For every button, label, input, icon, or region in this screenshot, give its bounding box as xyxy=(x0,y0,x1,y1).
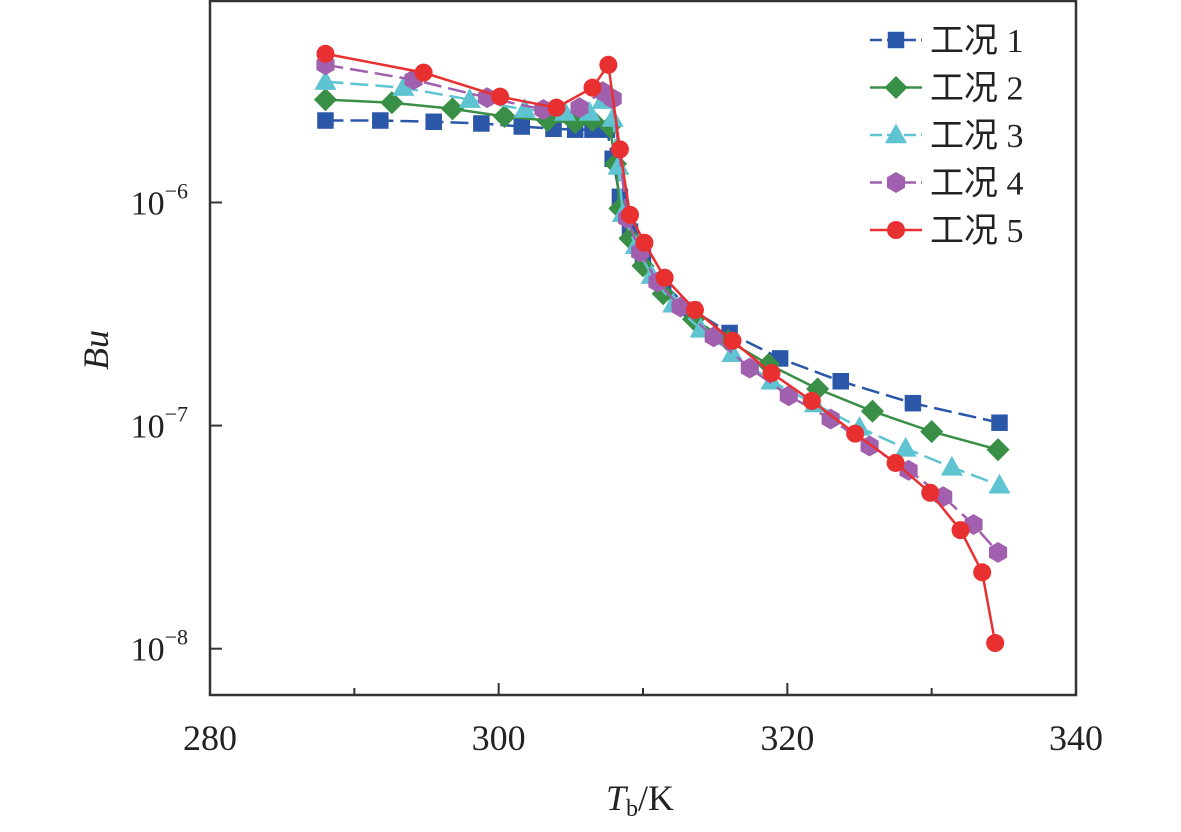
data-point-diamond xyxy=(986,438,1010,462)
x-axis-label-sub: b xyxy=(626,796,638,822)
legend-label: 工况 2 xyxy=(930,71,1024,108)
data-point-circle xyxy=(620,205,640,224)
data-point-circle xyxy=(762,364,781,383)
data-point-circle xyxy=(655,268,674,287)
data-point-diamond xyxy=(920,420,944,444)
legend-item: 工况 1 xyxy=(870,23,1024,60)
data-point-circle xyxy=(986,634,1005,653)
data-point-circle xyxy=(599,55,618,74)
legend-label: 工况 3 xyxy=(930,118,1024,155)
data-point-square xyxy=(372,112,389,129)
data-point-diamond xyxy=(536,108,560,133)
data-point-square xyxy=(904,394,922,412)
y-tick-base: 10 xyxy=(131,185,165,222)
data-point-circle xyxy=(973,563,992,582)
data-point-circle xyxy=(802,391,821,410)
data-point-circle xyxy=(846,424,865,443)
data-point-circle xyxy=(491,87,510,106)
data-point-diamond xyxy=(492,104,516,129)
data-point-diamond xyxy=(313,88,338,112)
data-point-hexagon xyxy=(704,326,723,348)
legend-marker-square xyxy=(887,31,905,49)
data-point-circle xyxy=(583,78,602,97)
data-point-diamond xyxy=(651,282,675,306)
legend: 工况 1 工况 2 工况 3 工况 4 工况 5 xyxy=(870,23,1024,250)
y-tick-label: 10−7 xyxy=(131,402,188,446)
data-point-diamond xyxy=(860,399,885,423)
y-tick-exponent: −6 xyxy=(165,178,188,203)
data-point-triangle xyxy=(314,70,337,90)
x-tick-label: 300 xyxy=(472,718,526,758)
y-tick-exponent: −7 xyxy=(165,402,188,427)
y-tick-label: 10−6 xyxy=(131,178,188,222)
data-point-square xyxy=(317,112,334,129)
data-point-hexagon xyxy=(989,541,1008,563)
data-point-circle xyxy=(951,521,970,540)
y-tick-base: 10 xyxy=(131,409,165,446)
y-axis-label: Bu xyxy=(76,330,116,370)
series-4 xyxy=(316,54,1008,563)
data-point-square xyxy=(425,113,442,131)
data-point-triangle xyxy=(894,436,917,457)
legend-item: 工况 4 xyxy=(870,166,1024,203)
data-point-diamond xyxy=(380,91,404,115)
data-point-diamond xyxy=(563,111,587,135)
data-point-triangle xyxy=(601,106,624,127)
data-point-circle xyxy=(610,140,629,159)
x-axis-label: Tb/K xyxy=(606,778,674,822)
data-point-square xyxy=(991,414,1008,431)
data-point-triangle xyxy=(458,88,481,108)
data-point-hexagon xyxy=(779,385,798,407)
legend-label: 工况 1 xyxy=(930,23,1024,60)
legend-marker-circle xyxy=(886,220,906,240)
series-5 xyxy=(316,44,1005,653)
data-point-hexagon xyxy=(821,408,840,430)
data-point-triangle xyxy=(940,455,963,476)
x-tick-label: 320 xyxy=(760,718,814,758)
x-tick-label: 280 xyxy=(183,718,237,758)
data-point-circle xyxy=(316,44,335,63)
data-point-circle xyxy=(723,331,742,350)
legend-marker-triangle xyxy=(885,123,907,144)
legend-label: 工况 4 xyxy=(930,166,1024,203)
x-tick-label: 340 xyxy=(1049,718,1103,758)
y-tick-label: 10−8 xyxy=(131,625,188,669)
legend-marker-hexagon xyxy=(886,172,906,193)
x-axis-label-main: T xyxy=(606,778,629,818)
y-tick-base: 10 xyxy=(131,632,165,669)
data-point-square xyxy=(832,373,849,390)
legend-item: 工况 2 xyxy=(870,71,1024,108)
data-point-triangle xyxy=(392,76,415,96)
data-point-diamond xyxy=(440,97,465,121)
y-tick-exponent: −8 xyxy=(165,625,188,650)
data-point-hexagon xyxy=(671,296,690,318)
legend-marker-diamond xyxy=(884,75,908,100)
data-point-square xyxy=(473,115,490,132)
data-point-square xyxy=(513,118,531,135)
data-point-triangle xyxy=(578,100,601,121)
data-point-triangle xyxy=(988,473,1011,494)
data-point-circle xyxy=(886,453,905,472)
data-point-diamond xyxy=(618,226,642,250)
data-point-hexagon xyxy=(570,97,589,119)
x-axis-label-unit: /K xyxy=(638,778,674,818)
series-layer xyxy=(313,44,1011,653)
data-point-circle xyxy=(921,483,940,502)
data-point-circle xyxy=(414,63,433,82)
data-point-circle xyxy=(635,233,654,252)
legend-item: 工况 3 xyxy=(870,118,1024,155)
data-point-hexagon xyxy=(740,357,759,379)
data-point-circle xyxy=(685,300,704,319)
data-point-diamond xyxy=(631,254,655,278)
data-point-triangle xyxy=(513,97,536,118)
legend-item: 工况 5 xyxy=(870,213,1024,250)
data-point-circle xyxy=(547,98,566,117)
legend-label: 工况 5 xyxy=(930,213,1024,250)
